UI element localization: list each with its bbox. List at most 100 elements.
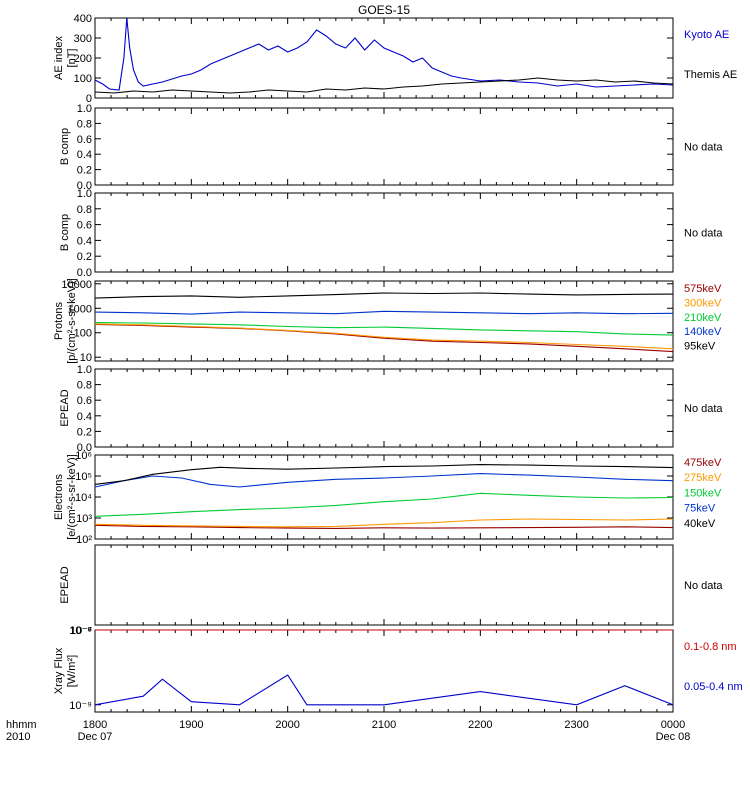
y-tick-label: 10⁵ (75, 471, 92, 483)
y-tick-label: 10⁶ (75, 450, 92, 462)
legend-entry: 575keV (684, 283, 722, 295)
y-axis-label: Electrons (53, 474, 65, 520)
legend-entry: 140keV (684, 326, 722, 338)
y-tick-label: 0.4 (77, 149, 92, 161)
series-line-40kev (94, 464, 674, 485)
y-axis-label: B comp (59, 214, 71, 251)
x-tick-date: Dec 08 (656, 731, 691, 743)
panel-1: 0 100 200 300 400 AE index [nT] Kyoto AE Themis … (53, 13, 737, 105)
series-line-150kev (94, 492, 674, 517)
y-axis-label: [e/(cm²-s-sr-keV)] (66, 454, 78, 540)
panel-4: 10 100 1000 10000 Protons [p/(cm²-s-sr-keV)] 5… (53, 278, 722, 364)
y-tick-label: 0.6 (77, 220, 92, 232)
y-tick-label: 0.4 (77, 411, 92, 423)
panel-frame (94, 192, 674, 273)
y-axis-label: EPEAD (59, 566, 71, 603)
series-line-475kev (94, 524, 674, 529)
y-tick-label: 1.0 (77, 364, 92, 376)
series-line-210kev (94, 322, 674, 336)
panel-frame (94, 544, 674, 626)
series-line-95kev (94, 292, 674, 299)
y-axis-label: Protons (53, 302, 65, 340)
y-tick-label: 1.0 (77, 188, 92, 200)
x-tick-label: 1900 (179, 719, 203, 731)
x-tick-label: 2300 (564, 719, 588, 731)
y-tick-label: 10² (76, 534, 92, 546)
series-line-575kev (94, 323, 674, 353)
y-tick-label: 1.0 (77, 103, 92, 115)
x-tick-label: 1800 (83, 719, 107, 731)
panel-2: 0.0 0.2 0.4 0.6 0.8 1.0 B comp No data (59, 103, 723, 192)
series-line-themis-ae (94, 77, 674, 94)
legend-entry: 0.1-0.8 nm (684, 641, 737, 653)
y-tick-label: 0.6 (77, 395, 92, 407)
y-axis-label: [W/m²] (66, 655, 78, 687)
panels-group: 0 100 200 300 400 AE index [nT] Kyoto AE Themis … (53, 13, 743, 713)
legend-entry: 150keV (684, 487, 722, 499)
legend-entry: 300keV (684, 297, 722, 309)
legend-entry: 210keV (684, 312, 722, 324)
y-tick-label: 0.2 (77, 251, 92, 263)
panel-frame (94, 368, 674, 448)
series-line-kyoto-ae (94, 17, 674, 91)
legend-entry: 275keV (684, 472, 722, 484)
y-axis-label: [p/(cm²-s-sr-keV)] (66, 278, 78, 364)
y-tick-label: 1000 (68, 303, 92, 315)
series-line-140kev (94, 310, 674, 315)
panel-6: 10² 10³ 10⁴ 10⁵ 10⁶ Electrons [e/(cm²-s-sr-keV… (53, 450, 722, 546)
y-tick-label: 10000 (61, 279, 92, 291)
panel-5: 0.0 0.2 0.4 0.6 0.8 1.0 EPEAD No data (59, 364, 723, 454)
panel-frame (94, 629, 674, 713)
y-tick-label: 10 (80, 352, 92, 364)
y-tick-label: 0.8 (77, 204, 92, 216)
y-tick-label: 200 (74, 53, 92, 65)
no-data-label: No data (684, 142, 723, 154)
y-axis-label: EPEAD (59, 389, 71, 426)
y-tick-label: 0.8 (77, 118, 92, 130)
series-line-75kev (94, 473, 674, 488)
y-tick-label: 0.2 (77, 165, 92, 177)
x-tick-date: Dec 07 (78, 731, 113, 743)
panel-frame (94, 107, 674, 186)
no-data-label: No data (684, 403, 723, 415)
no-data-label: No data (684, 228, 723, 240)
x-axis-corner-label: hhmm (6, 719, 37, 731)
y-tick-label: 10³ (76, 513, 92, 525)
legend-entry: 475keV (684, 457, 722, 469)
no-data-label: No data (684, 580, 723, 592)
legend-entry: Themis AE (684, 69, 737, 81)
y-tick-label: 0.0 (77, 267, 92, 279)
y-tick-label: 0.0 (77, 442, 92, 454)
y-tick-label: 100 (74, 73, 92, 85)
legend-entry: 0.05-0.4 nm (684, 681, 743, 693)
y-axis-label: AE index (53, 35, 65, 80)
x-tick-label: 2200 (468, 719, 492, 731)
panel-7: EPEAD No data (59, 544, 723, 626)
legend-entry: 95keV (684, 341, 716, 353)
y-tick-label: 0 (86, 93, 92, 105)
x-axis-corner-label: 2010 (6, 731, 30, 743)
y-tick-label: 400 (74, 13, 92, 25)
y-tick-label: 10⁻⁸ (69, 625, 92, 637)
x-tick-label: 2100 (372, 719, 396, 731)
series-line-300kev (94, 323, 674, 350)
x-tick-label: 2000 (275, 719, 299, 731)
y-tick-label: 0.2 (77, 426, 92, 438)
y-tick-label: 10⁻⁷ (70, 625, 92, 637)
x-tick-label: 0000 (661, 719, 685, 731)
y-tick-label: 0.0 (77, 180, 92, 192)
chart-title: GOES-15 (358, 3, 410, 17)
y-tick-label: 0.4 (77, 235, 92, 247)
y-tick-label: 0.6 (77, 134, 92, 146)
y-axis-label: B comp (59, 128, 71, 165)
y-tick-label: 10⁻⁹ (69, 700, 92, 712)
panel-3: 0.0 0.2 0.4 0.6 0.8 1.0 B comp No data (59, 188, 723, 279)
y-tick-label: 10⁴ (75, 492, 92, 504)
y-axis-label: [nT] (66, 49, 78, 68)
series-line-0-05-0-4-nm (94, 674, 674, 706)
y-tick-label: 0.8 (77, 380, 92, 392)
y-tick-label: 100 (74, 328, 92, 340)
legend-entry: 75keV (684, 503, 716, 515)
